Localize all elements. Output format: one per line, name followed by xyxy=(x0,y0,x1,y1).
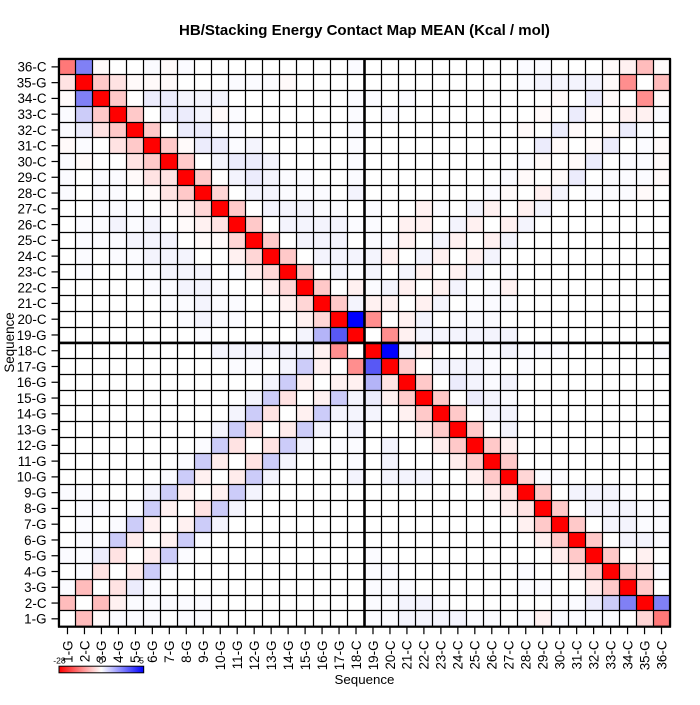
svg-text:9-G: 9-G xyxy=(196,641,211,663)
svg-text:28-C: 28-C xyxy=(519,640,534,669)
svg-text:6-G: 6-G xyxy=(145,641,160,663)
svg-text:35-G: 35-G xyxy=(637,641,652,671)
svg-text:20-C: 20-C xyxy=(17,312,46,327)
svg-text:28-C: 28-C xyxy=(17,186,46,201)
svg-text:12-G: 12-G xyxy=(247,641,262,671)
svg-text:14-G: 14-G xyxy=(281,641,296,671)
svg-text:32-C: 32-C xyxy=(586,640,601,669)
svg-text:29-C: 29-C xyxy=(17,170,46,185)
svg-text:12-G: 12-G xyxy=(17,438,47,453)
svg-text:0: 0 xyxy=(99,656,104,666)
svg-text:33-C: 33-C xyxy=(603,640,618,669)
svg-text:31-C: 31-C xyxy=(17,139,46,154)
svg-text:2-C: 2-C xyxy=(77,640,92,662)
svg-text:34-C: 34-C xyxy=(17,91,46,106)
svg-text:32-C: 32-C xyxy=(17,123,46,138)
svg-text:16-G: 16-G xyxy=(17,375,47,390)
svg-text:19-G: 19-G xyxy=(366,641,381,671)
svg-text:8-G: 8-G xyxy=(24,501,46,516)
svg-text:27-C: 27-C xyxy=(17,202,46,217)
svg-text:25-C: 25-C xyxy=(468,640,483,669)
svg-text:23-C: 23-C xyxy=(434,640,449,669)
svg-text:11-G: 11-G xyxy=(18,454,47,469)
svg-text:5-G: 5-G xyxy=(128,641,143,663)
svg-text:23-C: 23-C xyxy=(17,265,46,280)
svg-text:HB/Stacking Energy Contact Map: HB/Stacking Energy Contact Map MEAN (Kca… xyxy=(179,22,550,39)
svg-text:36-C: 36-C xyxy=(654,640,669,669)
svg-text:3-G: 3-G xyxy=(24,580,46,595)
svg-text:35-G: 35-G xyxy=(17,75,47,90)
svg-text:29-C: 29-C xyxy=(536,640,551,669)
svg-text:22-C: 22-C xyxy=(417,640,432,669)
svg-text:24-C: 24-C xyxy=(17,249,46,264)
svg-text:17-G: 17-G xyxy=(332,641,347,671)
svg-text:13-G: 13-G xyxy=(264,641,279,671)
svg-text:1-G: 1-G xyxy=(60,641,75,663)
svg-text:2-C: 2-C xyxy=(25,596,47,611)
svg-text:Sequence: Sequence xyxy=(335,672,395,687)
svg-text:10-G: 10-G xyxy=(17,470,47,485)
svg-text:9-G: 9-G xyxy=(24,485,46,500)
svg-text:14-G: 14-G xyxy=(17,407,47,422)
svg-text:21-C: 21-C xyxy=(17,296,46,311)
svg-text:18-C: 18-C xyxy=(349,640,364,669)
svg-text:7-G: 7-G xyxy=(162,641,177,663)
svg-text:31-C: 31-C xyxy=(569,640,584,669)
svg-text:25-C: 25-C xyxy=(17,233,46,248)
svg-text:Sequence: Sequence xyxy=(2,312,17,372)
svg-text:30-C: 30-C xyxy=(552,640,567,669)
svg-text:3-G: 3-G xyxy=(94,641,109,663)
svg-text:11-G: 11-G xyxy=(230,641,245,670)
svg-text:18-C: 18-C xyxy=(17,344,46,359)
svg-text:26-C: 26-C xyxy=(485,640,500,669)
svg-text:6-G: 6-G xyxy=(24,533,46,548)
svg-text:15-G: 15-G xyxy=(298,641,313,671)
svg-text:19-G: 19-G xyxy=(17,328,47,343)
svg-text:36-C: 36-C xyxy=(17,60,46,75)
svg-text:4-G: 4-G xyxy=(111,641,126,663)
svg-text:20-C: 20-C xyxy=(383,640,398,669)
svg-text:17-G: 17-G xyxy=(17,359,47,374)
svg-text:30-C: 30-C xyxy=(17,154,46,169)
svg-text:10-G: 10-G xyxy=(213,641,228,671)
svg-text:5: 5 xyxy=(139,656,144,666)
svg-text:16-G: 16-G xyxy=(315,641,330,671)
svg-text:21-C: 21-C xyxy=(400,640,415,669)
svg-text:8-G: 8-G xyxy=(179,641,194,663)
svg-text:22-C: 22-C xyxy=(17,280,46,295)
svg-text:4-G: 4-G xyxy=(24,564,46,579)
svg-text:-28: -28 xyxy=(53,656,66,666)
svg-text:7-G: 7-G xyxy=(24,517,46,532)
svg-text:34-C: 34-C xyxy=(620,640,635,669)
svg-text:1-G: 1-G xyxy=(24,612,46,627)
svg-text:15-G: 15-G xyxy=(17,391,47,406)
svg-text:5-G: 5-G xyxy=(24,549,46,564)
svg-text:26-C: 26-C xyxy=(17,217,46,232)
svg-text:24-C: 24-C xyxy=(451,640,466,669)
svg-text:27-C: 27-C xyxy=(502,640,517,669)
svg-text:33-C: 33-C xyxy=(17,107,46,122)
svg-text:13-G: 13-G xyxy=(17,422,47,437)
